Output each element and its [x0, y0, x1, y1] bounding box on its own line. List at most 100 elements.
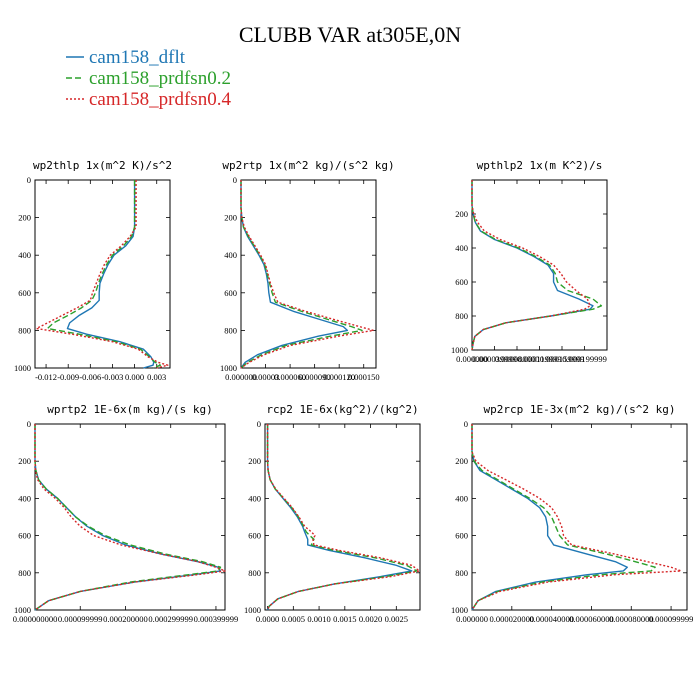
panel-3-title: wpthlp2 1x(m K^2)/s	[477, 159, 603, 172]
panel-5: rcp2 1E-6x(kg^2)/(kg^2) 0 200 400 600 800 1000…	[244, 403, 421, 624]
xtick-label: -0.003	[101, 372, 123, 382]
legend: cam158_dflt cam158_prdfsn0.2 cam158_prdf…	[66, 47, 231, 110]
ytick-label: 600	[18, 288, 31, 298]
ytick-label: 1000	[244, 605, 261, 615]
xtick-label: 0.0000	[256, 614, 279, 624]
series-line-cam158_dflt	[471, 424, 628, 611]
panel-4: wprtp2 1E-6x(m kg)/(s kg) 0 200 400 600 800 10…	[13, 403, 239, 624]
figure-title: CLUBB VAR at305E,0N	[239, 22, 461, 47]
legend-entry-prdfsn04: cam158_prdfsn0.4	[66, 89, 231, 110]
series-line-cam158_prdfsn0.4	[266, 424, 421, 611]
series-line-cam158_dflt	[471, 180, 594, 351]
ytick-label: 400	[224, 250, 237, 260]
ytick-label: 0	[27, 175, 31, 185]
series-line-cam158_prdfsn0.2	[266, 424, 418, 611]
ytick-label: 800	[248, 568, 261, 578]
xtick-label: 0.000399999	[194, 614, 239, 624]
panel-4-title: wprtp2 1E-6x(m kg)/(s kg)	[47, 403, 213, 416]
xtick-label: 0.0010	[307, 614, 330, 624]
xtick-label: 0.000020000	[490, 614, 535, 624]
xtick-label: -0.012	[35, 372, 57, 382]
panel-6: wp2rcp 1E-3x(m^2 kg)/(s^2 kg) 0 200 400 600 8…	[451, 403, 693, 624]
xtick-label: 0.000060	[274, 372, 306, 382]
ytick-label: 0	[233, 175, 237, 185]
ytick-label: 1000	[220, 363, 237, 373]
series-line-cam158_prdfsn0.4	[471, 424, 682, 611]
panel-3: wpthlp2 1x(m K^2)/s20040060080010000.000…	[451, 159, 608, 364]
ytick-label: 1000	[451, 605, 468, 615]
series-line-cam158_dflt	[66, 180, 155, 369]
ytick-label: 200	[455, 209, 468, 219]
xtick-label: 0.000199999	[562, 354, 607, 364]
xtick-label: -0.006	[79, 372, 101, 382]
panel-1: wp2thlp 1x(m^2 K)/s^20 200 400 600 800 1000 -0…	[14, 159, 172, 382]
xtick-label: 0.000099999	[58, 614, 103, 624]
ytick-label: 200	[18, 213, 31, 223]
xtick-label: 0.000000	[456, 614, 488, 624]
ytick-label: 800	[455, 311, 468, 321]
panel-5-frame	[264, 423, 421, 611]
legend-label-dflt: cam158_dflt	[89, 47, 186, 68]
ytick-label: 400	[248, 493, 261, 503]
legend-label-prdfsn04: cam158_prdfsn0.4	[89, 89, 231, 110]
xtick-label: 0.000000000	[13, 614, 58, 624]
xtick-label: 0.000099999	[649, 614, 694, 624]
xtick-label: 0.000000	[225, 372, 257, 382]
ytick-label: 600	[18, 531, 31, 541]
series-line-cam158_prdfsn0.4	[471, 180, 591, 351]
ytick-label: 800	[224, 325, 237, 335]
xtick-label: 0.000060000	[569, 614, 614, 624]
xtick-label: 0.000080000	[609, 614, 654, 624]
xtick-label: 0.000200000	[103, 614, 148, 624]
series-line-cam158_dflt	[240, 180, 349, 369]
xtick-label: 0.00003	[252, 372, 280, 382]
ytick-label: 400	[18, 250, 31, 260]
panel-2-frame	[240, 179, 377, 369]
ytick-label: 0	[464, 419, 468, 429]
ytick-label: 200	[455, 456, 468, 466]
xtick-label: 0.0015	[333, 614, 356, 624]
xtick-label: 0.0025	[385, 614, 408, 624]
ytick-label: 600	[224, 288, 237, 298]
ytick-label: 1000	[14, 605, 31, 615]
series-line-cam158_prdfsn0.2	[34, 424, 222, 611]
ytick-label: 400	[455, 493, 468, 503]
xtick-label: 0.000040000	[529, 614, 574, 624]
ytick-label: 600	[455, 531, 468, 541]
xtick-label: 0.000090	[299, 372, 331, 382]
ytick-label: 200	[224, 213, 237, 223]
series-line-cam158_prdfsn0.4	[34, 424, 226, 611]
ytick-label: 1000	[14, 363, 31, 373]
series-line-cam158_prdfsn0.2	[240, 180, 363, 369]
ytick-label: 800	[18, 325, 31, 335]
legend-label-prdfsn02: cam158_prdfsn0.2	[89, 68, 231, 89]
ytick-label: 1000	[451, 345, 468, 355]
series-line-cam158_prdfsn0.4	[35, 180, 169, 369]
xtick-label: 0.0005	[282, 614, 305, 624]
series-line-cam158_dflt	[266, 424, 413, 611]
xtick-label: 0.000080000	[495, 354, 540, 364]
panel-3-frame	[471, 179, 608, 351]
series-line-cam158_prdfsn0.4	[240, 180, 375, 369]
legend-entry-prdfsn02: cam158_prdfsn0.2	[66, 68, 231, 89]
panel-6-title: wp2rcp 1E-3x(m^2 kg)/(s^2 kg)	[483, 403, 675, 416]
legend-entry-dflt: cam158_dflt	[66, 47, 186, 68]
panel-2-title: wp2rtp 1x(m^2 kg)/(s^2 kg)	[222, 159, 394, 172]
panel-5-title: rcp2 1E-6x(kg^2)/(kg^2)	[266, 403, 418, 416]
xtick-label: 0.000	[125, 372, 144, 382]
ytick-label: 800	[18, 568, 31, 578]
series-line-cam158_dflt	[34, 424, 222, 611]
panel-1-frame	[34, 179, 171, 369]
series-line-cam158_prdfsn0.2	[471, 180, 603, 351]
ytick-label: 200	[248, 456, 261, 466]
xtick-label: 0.000039999	[472, 354, 517, 364]
xtick-label: 0.000119999	[517, 354, 561, 364]
xtick-label: -0.009	[57, 372, 79, 382]
ytick-label: 400	[18, 493, 31, 503]
xtick-label: 0.000150	[348, 372, 380, 382]
ytick-label: 0	[27, 419, 31, 429]
ytick-label: 600	[455, 277, 468, 287]
panel-1-title: wp2thlp 1x(m^2 K)/s^2	[33, 159, 172, 172]
ytick-label: 0	[257, 419, 261, 429]
